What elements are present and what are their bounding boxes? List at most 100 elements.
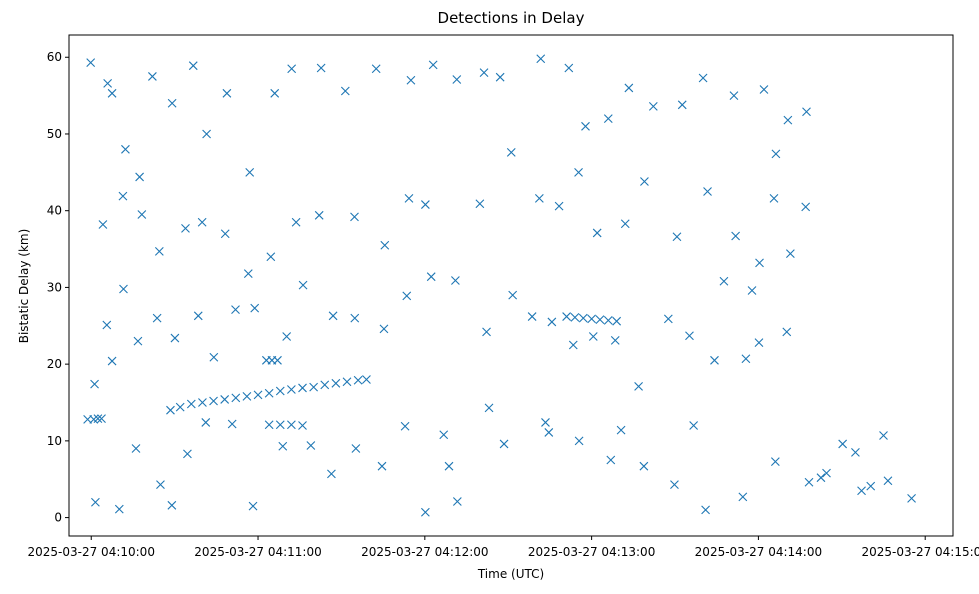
data-point-marker: [685, 331, 694, 341]
data-point-marker: [534, 194, 544, 203]
data-point-marker: [639, 461, 649, 471]
data-point-marker: [603, 114, 613, 124]
data-point-marker: [342, 377, 352, 387]
data-point-marker: [287, 420, 296, 430]
data-point-marker: [785, 249, 795, 259]
data-point-marker: [581, 121, 590, 131]
data-point-marker: [107, 88, 117, 98]
data-point-marker: [353, 375, 363, 385]
data-point-marker: [379, 324, 389, 334]
data-point-marker: [634, 382, 643, 391]
data-point-marker: [879, 431, 888, 440]
data-point-marker: [133, 336, 143, 346]
data-point-marker: [769, 194, 779, 203]
data-point-marker: [574, 167, 583, 177]
chart-title: Detections in Delay: [438, 9, 585, 27]
data-point-marker: [131, 444, 141, 453]
data-point-marker: [93, 414, 103, 424]
data-point-marker: [508, 290, 518, 300]
y-tick-label: 50: [47, 127, 62, 141]
data-point-marker: [298, 421, 307, 430]
data-point-marker: [193, 311, 203, 321]
x-tick-label: 2025-03-27 04:12:00: [361, 545, 488, 559]
data-point-marker: [209, 352, 219, 362]
data-point-marker: [406, 75, 416, 85]
data-point-marker: [426, 272, 436, 282]
y-tick-label: 10: [47, 434, 62, 448]
data-point-marker: [670, 480, 679, 489]
data-point-marker: [198, 398, 207, 407]
data-point-marker: [137, 210, 147, 219]
data-point-marker: [703, 187, 712, 196]
y-tick-label: 30: [47, 280, 62, 294]
data-point-marker: [209, 396, 218, 406]
data-point-marker: [371, 64, 381, 74]
data-point-marker: [851, 447, 860, 457]
data-point-marker: [320, 380, 330, 390]
data-point-marker: [452, 75, 462, 84]
data-point-marker: [291, 217, 301, 227]
data-point-marker: [166, 405, 175, 415]
data-point-marker: [616, 425, 626, 435]
data-point-marker: [755, 258, 764, 268]
data-point-marker: [729, 91, 739, 100]
data-point-marker: [306, 441, 316, 450]
data-point-marker: [822, 468, 831, 478]
x-tick-label: 2025-03-27 04:15:00: [861, 545, 979, 559]
data-point-marker: [544, 428, 554, 437]
data-point-marker: [701, 505, 710, 515]
data-point-marker: [188, 61, 198, 71]
data-point-marker: [574, 436, 584, 446]
data-point-marker: [564, 63, 574, 73]
data-point-marker: [121, 144, 130, 154]
data-point-marker: [362, 375, 371, 384]
data-point-marker: [452, 497, 462, 506]
data-point-marker: [350, 313, 360, 323]
data-point-marker: [689, 421, 699, 430]
data-point-marker: [287, 385, 296, 394]
data-point-marker: [264, 388, 274, 398]
data-point-marker: [804, 477, 814, 487]
data-point-marker: [541, 418, 550, 427]
data-point-marker: [242, 391, 252, 401]
x-tick-label: 2025-03-27 04:13:00: [528, 545, 655, 559]
data-point-marker: [220, 395, 230, 404]
y-tick-label: 60: [47, 50, 62, 64]
x-tick-label: 2025-03-27 04:10:00: [28, 545, 155, 559]
data-point-marker: [298, 383, 307, 393]
data-point-marker: [148, 72, 157, 81]
data-point-marker: [83, 414, 93, 424]
data-point-marker: [719, 276, 729, 286]
data-point-marker: [197, 217, 207, 227]
data-point-marker: [119, 284, 128, 294]
data-point-marker: [183, 449, 192, 459]
data-point-marker: [475, 199, 485, 209]
data-point-marker: [264, 420, 274, 430]
data-point-marker: [152, 313, 162, 323]
data-point-marker: [156, 480, 165, 489]
data-point-marker: [802, 107, 811, 117]
data-point-marker: [275, 386, 285, 396]
data-point-marker: [578, 313, 588, 323]
data-point-marker: [770, 457, 780, 466]
data-point-marker: [451, 276, 460, 285]
data-point-marker: [154, 246, 164, 256]
data-point-marker: [527, 312, 537, 321]
data-point-marker: [91, 497, 100, 507]
data-point-marker: [731, 231, 741, 241]
plot-frame: [68, 34, 954, 537]
data-point-marker: [592, 228, 602, 238]
data-point-marker: [759, 85, 769, 94]
data-point-marker: [801, 202, 811, 212]
data-point-marker: [167, 98, 177, 108]
data-point-marker: [309, 382, 319, 392]
data-point-marker: [439, 430, 449, 440]
data-point-marker: [747, 286, 757, 295]
x-axis-label: Time (UTC): [477, 567, 544, 581]
data-point-marker: [253, 390, 263, 400]
data-point-marker: [420, 200, 430, 209]
data-point-marker: [275, 420, 285, 430]
data-point-marker: [588, 332, 598, 341]
data-point-marker: [754, 338, 764, 348]
